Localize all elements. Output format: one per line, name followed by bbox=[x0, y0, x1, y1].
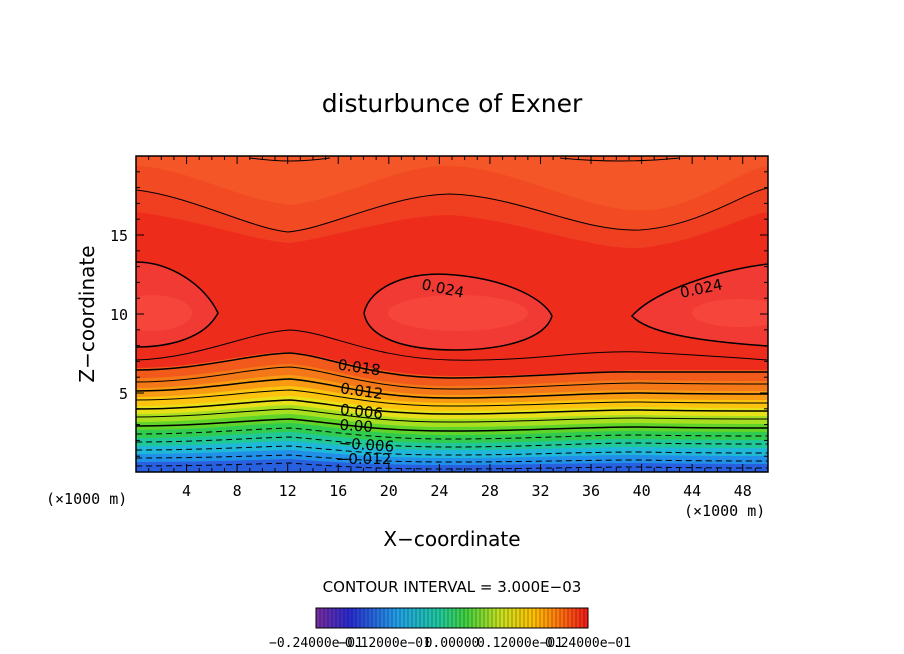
contour-interval-caption: CONTOUR INTERVAL = 3.000E−03 bbox=[323, 578, 582, 596]
x-tick-label: 24 bbox=[430, 482, 448, 500]
contour-label: 0.00 bbox=[339, 416, 374, 436]
contour-024-left bbox=[136, 261, 219, 348]
colorbar-label: −0.12000e−01 bbox=[337, 636, 431, 651]
x-tick-label: 48 bbox=[734, 482, 752, 500]
band-blue bbox=[136, 459, 768, 472]
x-tick-label: 12 bbox=[279, 482, 297, 500]
y-tick-label: 10 bbox=[110, 306, 128, 324]
contour-neg-003 bbox=[136, 427, 768, 440]
contour-neg-009 bbox=[136, 445, 768, 456]
contour-024-center bbox=[363, 273, 553, 351]
max-core-right bbox=[692, 299, 768, 327]
contour-label: −0.012 bbox=[336, 450, 392, 468]
contour-009 bbox=[136, 389, 768, 407]
contour-neg-015 bbox=[136, 462, 768, 470]
y-axis: 5 10 15 bbox=[110, 171, 768, 457]
x-tick-label: 32 bbox=[531, 482, 549, 500]
solid-contours bbox=[136, 157, 768, 432]
x-tick-label: 40 bbox=[633, 482, 651, 500]
contour-neg-006 bbox=[136, 436, 768, 448]
contour-label: −0.006 bbox=[338, 434, 395, 456]
x-tick-label: 44 bbox=[683, 482, 701, 500]
dashed-contours bbox=[136, 427, 768, 470]
contour-neg-012 bbox=[136, 454, 768, 463]
contour-006 bbox=[136, 399, 768, 415]
colorbar-label: −0.24000e−01 bbox=[269, 636, 363, 651]
contour-003 bbox=[136, 408, 768, 423]
max-core-left bbox=[136, 295, 192, 331]
x-axis-unit-right: (×1000 m) bbox=[684, 502, 765, 520]
x-tick-label: 36 bbox=[582, 482, 600, 500]
x-tick-label: 8 bbox=[233, 482, 242, 500]
x-tick-label: 16 bbox=[329, 482, 347, 500]
contour-018 bbox=[136, 352, 768, 379]
x-axis-label: X−coordinate bbox=[383, 527, 520, 551]
contour-label: 0.006 bbox=[339, 401, 384, 423]
x-tick-label: 28 bbox=[481, 482, 499, 500]
contour-021 bbox=[136, 329, 768, 361]
contour-015 bbox=[136, 366, 768, 390]
colorbar-stripes bbox=[319, 608, 585, 628]
x-axis: 4 8 12 16 20 24 28 32 36 40 44 48 bbox=[148, 156, 756, 500]
colorbar-label: 0.24000e−01 bbox=[545, 636, 631, 651]
contour-024-right bbox=[630, 263, 768, 347]
y-tick-label: 5 bbox=[119, 385, 128, 403]
x-tick-label: 4 bbox=[182, 482, 191, 500]
contour-012 bbox=[136, 378, 768, 399]
colorbar-label: 0.00000 bbox=[425, 636, 480, 651]
colorbar-label: 0.12000e−01 bbox=[477, 636, 563, 651]
y-axis-label: Z−coordinate bbox=[75, 245, 99, 382]
max-core-center bbox=[388, 295, 528, 331]
contour-000 bbox=[136, 418, 768, 432]
plot-area: 0.024 0.0240.0180.0120.0060.00−0.006−0.01… bbox=[136, 156, 768, 472]
y-tick-label: 15 bbox=[110, 227, 128, 245]
contour-label: 0.018 bbox=[337, 356, 382, 380]
x-axis-unit-left: (×1000 m) bbox=[46, 490, 127, 508]
chart-title: disturbunce of Exner bbox=[322, 89, 583, 118]
contour-label: 0.012 bbox=[339, 379, 384, 403]
colorbar: −0.24000e−01−0.12000e−010.000000.12000e−… bbox=[269, 607, 631, 651]
colorbar-labels: −0.24000e−01−0.12000e−010.000000.12000e−… bbox=[269, 636, 631, 651]
contour-upper bbox=[136, 187, 768, 233]
x-tick-label: 20 bbox=[380, 482, 398, 500]
